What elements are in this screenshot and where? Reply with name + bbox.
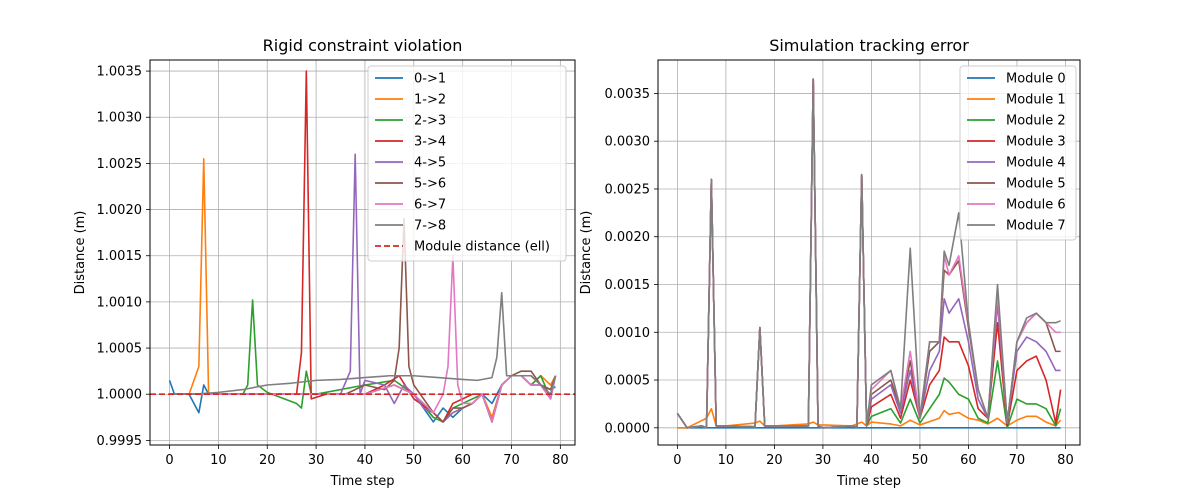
legend-label: Module 4 xyxy=(1006,156,1066,171)
legend-label: 5->6 xyxy=(414,177,446,192)
legend-label: Module 0 xyxy=(1006,72,1066,87)
axes-frame xyxy=(149,59,576,446)
y-tick-label: 1.0015 xyxy=(97,249,143,264)
y-tick-label: 0.0025 xyxy=(605,182,651,197)
y-tick-label: 0.0010 xyxy=(605,326,651,341)
y-tick-label: 0.0020 xyxy=(605,230,651,245)
y-tick-label: 1.0025 xyxy=(97,157,143,172)
legend-label: Module 6 xyxy=(1006,198,1066,213)
legend-label: 1->2 xyxy=(414,93,446,108)
x-tick-label: 80 xyxy=(552,453,569,468)
y-tick-label: 0.0000 xyxy=(605,421,651,436)
y-tick-label: 1.0035 xyxy=(97,65,143,80)
legend-box xyxy=(959,65,1077,241)
chart-title: Rigid constraint violation xyxy=(263,36,463,55)
y-tick-label: 0.0035 xyxy=(605,87,651,102)
chart-panel-1: 0 10 20 30 40 50 60 70 80 0.0000 0.0005 0.0010 0.001… xyxy=(579,36,1081,489)
x-tick-label: 60 xyxy=(454,453,471,468)
x-tick-label: 0 xyxy=(165,453,173,468)
x-tick-label: 40 xyxy=(863,453,880,468)
legend-label: 0->1 xyxy=(414,72,446,87)
legend-label: Module 3 xyxy=(1006,135,1066,150)
y-axis-label: Distance (m) xyxy=(579,211,594,295)
y-tick-label: 1.0010 xyxy=(97,295,143,310)
x-tick-label: 70 xyxy=(503,453,520,468)
chart-title: Simulation tracking error xyxy=(769,36,969,55)
x-tick-label: 20 xyxy=(259,453,276,468)
x-tick-label: 0 xyxy=(673,453,681,468)
x-tick-label: 20 xyxy=(766,453,783,468)
x-tick-label: 10 xyxy=(718,453,735,468)
legend: 0->1 1->2 2->3 3->4 4->5 5->6 6->7 7->8 Module d… xyxy=(367,65,567,262)
y-tick-label: 0.9995 xyxy=(97,434,143,449)
legend: Module 0 Module 1 Module 2 Module 3 Module 4… xyxy=(959,65,1077,241)
y-tick-label: 1.0020 xyxy=(97,203,143,218)
x-axis-label: Time step xyxy=(329,474,394,489)
legend-label: 7->8 xyxy=(414,219,446,234)
x-tick-label: 70 xyxy=(1009,453,1026,468)
series-line-7-8 xyxy=(169,291,557,396)
x-tick-label: 30 xyxy=(308,453,325,468)
y-axis-label: Distance (m) xyxy=(73,211,88,295)
legend-label: Module 1 xyxy=(1006,93,1066,108)
x-tick-label: 80 xyxy=(1057,453,1074,468)
legend-label: Module 2 xyxy=(1006,114,1066,129)
legend-label: Module 7 xyxy=(1006,219,1066,234)
x-tick-label: 60 xyxy=(960,453,977,468)
y-tick-label: 0.0030 xyxy=(605,135,651,150)
axes-frame xyxy=(657,59,1081,446)
x-tick-label: 40 xyxy=(357,453,374,468)
y-tick-label: 0.0015 xyxy=(605,278,651,293)
legend-label: 2->3 xyxy=(414,114,446,129)
legend-label: Module distance (ell) xyxy=(414,240,550,255)
legend-label: 4->5 xyxy=(414,156,446,171)
x-tick-label: 50 xyxy=(912,453,929,468)
x-tick-label: 10 xyxy=(210,453,227,468)
plot-area xyxy=(676,78,1062,429)
series-line-module-7 xyxy=(676,78,1061,429)
y-tick-label: 1.0030 xyxy=(97,111,143,126)
legend-label: 6->7 xyxy=(414,198,446,213)
legend-box xyxy=(367,65,567,262)
x-tick-label: 30 xyxy=(815,453,832,468)
y-tick-label: 1.0000 xyxy=(97,388,143,403)
x-axis-label: Time step xyxy=(836,474,901,489)
legend-label: Module 5 xyxy=(1006,177,1066,192)
y-tick-label: 1.0005 xyxy=(97,342,143,357)
x-tick-label: 50 xyxy=(406,453,423,468)
chart-panel-0: 0 10 20 30 40 50 60 70 80 0.9995 1.0000 1.0005 1.001… xyxy=(73,36,576,489)
y-tick-label: 0.0005 xyxy=(605,374,651,389)
plot-area xyxy=(150,70,575,423)
legend-label: 3->4 xyxy=(414,135,446,150)
